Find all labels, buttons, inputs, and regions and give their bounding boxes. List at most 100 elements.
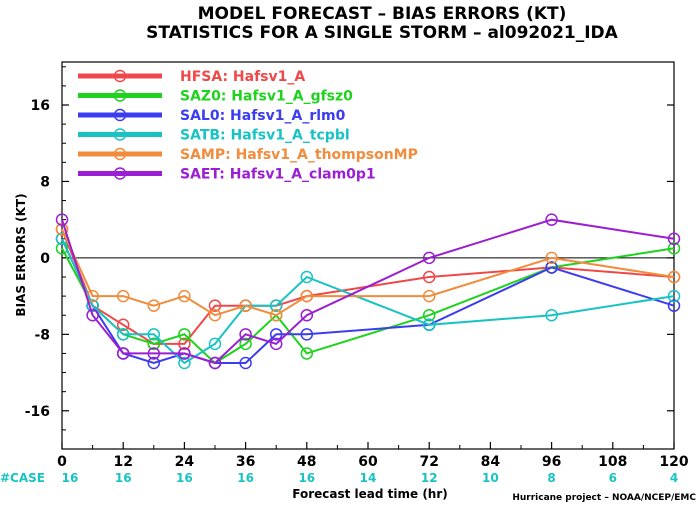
series-samp xyxy=(55,222,681,322)
y-axis: -16 -8 0 8 16 xyxy=(25,66,674,450)
chart-title: MODEL FORECAST – BIAS ERRORS (KT) xyxy=(198,4,567,24)
x-tick-label: 60 xyxy=(358,454,378,470)
legend-label: SAET: Hafsv1_A_clam0p1 xyxy=(180,167,376,183)
data-point xyxy=(269,337,283,351)
data-point xyxy=(422,289,436,303)
data-point xyxy=(147,356,161,370)
data-point xyxy=(147,347,161,360)
data-point xyxy=(667,299,681,312)
plot-frame xyxy=(61,61,675,450)
data-point xyxy=(239,299,252,312)
case-count-row: #CASE 16 16 16 16 16 14 12 10 8 6 4 xyxy=(0,471,678,485)
data-point xyxy=(208,299,222,312)
data-point xyxy=(422,308,436,322)
data-point xyxy=(667,270,681,284)
legend-swatch-marker xyxy=(113,108,127,122)
data-point xyxy=(269,299,283,312)
x-tick-label: 24 xyxy=(175,454,195,470)
legend-label: SAZ0: Hafsv1_A_gfsz0 xyxy=(180,89,353,105)
data-point xyxy=(422,251,436,265)
data-point xyxy=(545,261,558,274)
case-count: 12 xyxy=(421,471,438,485)
data-point xyxy=(178,337,191,351)
x-tick-label: 12 xyxy=(113,454,132,470)
legend-item-satb: SATB: Hafsv1_A_tcpbl xyxy=(78,128,350,144)
data-point xyxy=(667,232,681,246)
data-point xyxy=(300,328,314,341)
x-tick-label: 84 xyxy=(481,454,501,470)
data-point xyxy=(116,289,130,303)
data-point xyxy=(269,328,283,341)
y-tick-label: 16 xyxy=(31,98,50,114)
y-tick-label: 0 xyxy=(40,251,50,267)
data-point xyxy=(116,347,130,360)
data-point xyxy=(178,356,191,370)
x-tick-label: 0 xyxy=(57,454,67,470)
case-count: 10 xyxy=(482,471,499,485)
data-point xyxy=(667,289,681,303)
series-saet xyxy=(55,213,681,370)
x-tick-label: 36 xyxy=(236,454,255,470)
x-tick-label: 120 xyxy=(659,454,688,470)
legend-swatch-marker xyxy=(113,147,127,161)
series-satb xyxy=(55,232,681,370)
legend-swatch-marker xyxy=(113,69,127,83)
series-layer xyxy=(55,213,681,370)
data-point xyxy=(667,242,681,255)
series-line-saet xyxy=(61,218,675,365)
data-point xyxy=(300,308,314,322)
legend-item-samp: SAMP: Hafsv1_A_thompsonMP xyxy=(78,147,418,163)
data-point xyxy=(55,222,69,236)
data-point xyxy=(147,328,161,341)
legend-label: SATB: Hafsv1_A_tcpbl xyxy=(180,128,350,144)
data-point xyxy=(86,308,99,322)
x-tick-label: 96 xyxy=(542,454,561,470)
data-point xyxy=(116,328,130,341)
legend-label: HFSA: Hafsv1_A xyxy=(180,69,305,85)
case-count: 16 xyxy=(176,471,193,485)
case-count: 14 xyxy=(360,471,377,485)
legend-item-saz0: SAZ0: Hafsv1_A_gfsz0 xyxy=(78,89,353,105)
credit-text: Hurricane project – NOAA/NCEP/EMC xyxy=(512,493,696,503)
legend-swatch-marker xyxy=(113,167,127,180)
legend-item-hfsa: HFSA: Hafsv1_A xyxy=(78,69,305,85)
series-line-satb xyxy=(61,238,675,365)
case-count: 8 xyxy=(547,471,555,485)
case-count: 16 xyxy=(62,471,79,485)
data-point xyxy=(208,308,222,322)
case-count: 6 xyxy=(609,471,617,485)
data-point xyxy=(86,299,99,312)
legend-swatch-marker xyxy=(113,89,127,102)
case-count: 4 xyxy=(670,471,678,485)
data-point xyxy=(300,289,314,303)
data-point xyxy=(178,347,191,360)
data-point xyxy=(208,356,222,370)
data-point xyxy=(55,242,69,255)
legend-label: SAMP: Hafsv1_A_thompsonMP xyxy=(180,147,418,163)
x-tick-label: 108 xyxy=(598,454,627,470)
x-axis: 0 12 24 36 48 60 72 84 96 108 120 xyxy=(57,442,689,470)
legend-item-sal0: SAL0: Hafsv1_A_rlm0 xyxy=(78,108,346,124)
chart-subtitle: STATISTICS FOR A SINGLE STORM – al092021… xyxy=(146,23,619,43)
case-count: 16 xyxy=(237,471,254,485)
data-point xyxy=(300,270,314,284)
legend-item-saet: SAET: Hafsv1_A_clam0p1 xyxy=(78,167,376,183)
y-tick-label: 8 xyxy=(40,174,50,190)
data-point xyxy=(55,213,69,226)
y-tick-label: -16 xyxy=(25,404,50,420)
y-tick-label: -8 xyxy=(34,327,50,343)
data-point xyxy=(239,328,252,341)
data-point xyxy=(269,308,283,322)
data-point xyxy=(178,328,191,341)
data-point xyxy=(239,337,252,351)
x-tick-label: 48 xyxy=(297,454,316,470)
data-point xyxy=(239,356,252,370)
case-count: 16 xyxy=(298,471,315,485)
case-count: 16 xyxy=(115,471,132,485)
case-label: #CASE xyxy=(0,471,45,485)
data-point xyxy=(545,308,558,322)
data-point xyxy=(208,337,222,351)
legend: HFSA: Hafsv1_A SAZ0: Hafsv1_A_gfsz0 SAL0: … xyxy=(78,69,418,183)
data-point xyxy=(147,337,161,351)
